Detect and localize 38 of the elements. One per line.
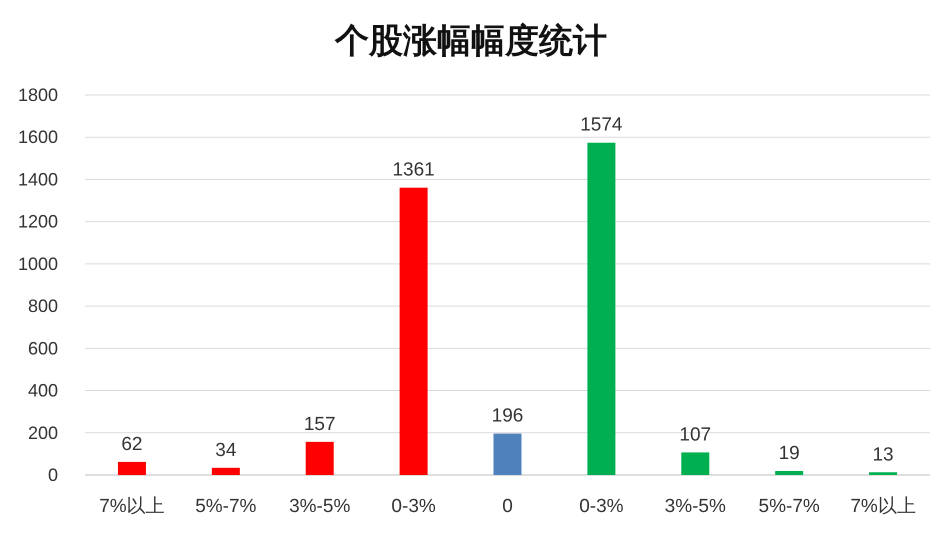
bar [775, 470, 804, 475]
y-tick-label: 1400 [18, 169, 58, 190]
data-label: 157 [304, 414, 336, 435]
y-tick-label: 600 [28, 338, 58, 358]
x-tick-label: 5%-7% [195, 496, 257, 517]
x-tick-label: 0 [502, 496, 513, 517]
data-label: 1574 [580, 114, 623, 136]
data-label: 13 [872, 444, 894, 466]
bar [118, 462, 146, 475]
data-label: 19 [778, 442, 800, 464]
y-tick-label: 800 [28, 296, 58, 316]
bar [212, 468, 240, 475]
data-label: 1361 [392, 160, 435, 181]
y-tick-label: 200 [28, 422, 58, 443]
bar [494, 434, 522, 475]
x-tick-label: 3%-5% [289, 496, 350, 517]
data-label: 107 [679, 424, 712, 446]
bar [306, 442, 334, 475]
x-tick-label: 3%-5% [664, 496, 726, 517]
bar [400, 188, 428, 475]
y-tick-label: 1200 [18, 212, 58, 232]
data-label: 34 [215, 440, 237, 461]
bar [681, 452, 710, 475]
y-tick-label: 1600 [18, 127, 58, 148]
y-tick-label: 0 [48, 465, 58, 485]
data-label: 196 [492, 406, 524, 427]
chart-title: 个股涨幅幅度统计 [334, 22, 607, 60]
bar [587, 142, 616, 475]
bar [869, 472, 898, 475]
x-tick-label: 7%以上 [850, 496, 916, 517]
y-tick-label: 400 [28, 380, 58, 401]
x-tick-label: 0-3% [391, 496, 436, 517]
y-tick-label: 1000 [18, 254, 58, 274]
x-tick-label: 7%以上 [99, 496, 165, 517]
x-tick-label: 0-3% [579, 496, 624, 517]
x-tick-label: 5%-7% [758, 496, 820, 517]
y-tick-label: 1800 [18, 85, 58, 105]
data-label: 62 [121, 434, 143, 455]
